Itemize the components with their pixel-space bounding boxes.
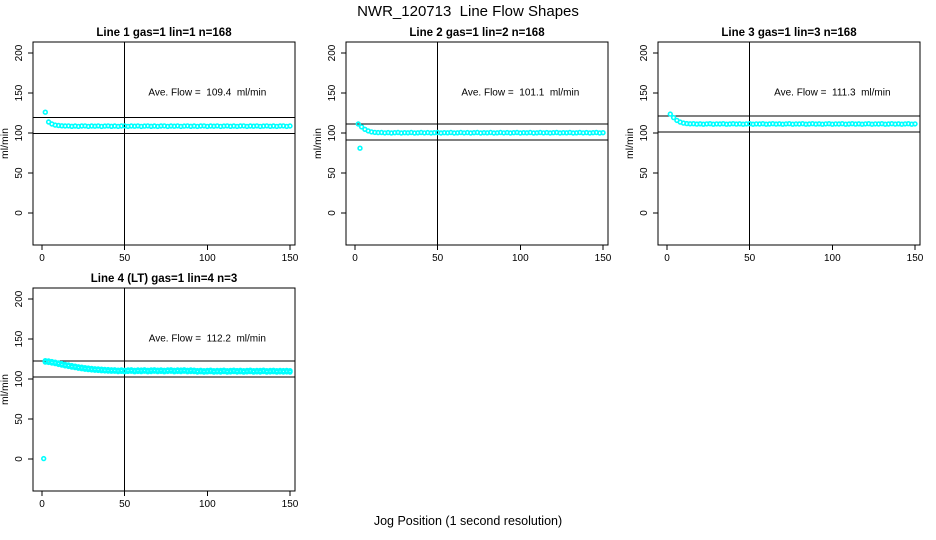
panel-1: Line 1 gas=1 lin=1 n=168 0 50 100 150 0 50 100 1… xyxy=(0,27,299,264)
plot-box xyxy=(345,41,609,246)
y-tick-label: 100 xyxy=(14,370,25,387)
x-tick-label: 50 xyxy=(119,253,131,264)
panel-title: Line 2 gas=1 lin=2 n=168 xyxy=(409,27,545,39)
x-tick-label: 50 xyxy=(119,499,131,510)
panel-3: Line 3 gas=1 lin=3 n=168 0 50 100 150 0 50 100 1… xyxy=(624,27,924,264)
x-tick-label: 0 xyxy=(352,253,358,264)
x-tick-label: 50 xyxy=(744,253,756,264)
data-points xyxy=(42,109,293,130)
y-axis-label: ml/min xyxy=(312,128,324,159)
x-tick-label: 100 xyxy=(199,253,216,264)
ave-flow-annotation: Ave. Flow = 112.2 ml/min xyxy=(149,333,266,344)
data-point xyxy=(358,124,365,130)
x-tick-label: 50 xyxy=(432,253,444,264)
data-points xyxy=(355,121,606,151)
data-point xyxy=(355,121,361,127)
ave-flow-annotation: Ave. Flow = 111.3 ml/min xyxy=(774,87,890,98)
x-tick-label: 150 xyxy=(282,499,299,510)
data-point xyxy=(287,368,293,374)
x-tick-label: 100 xyxy=(512,253,529,264)
y-tick-label: 150 xyxy=(639,84,650,101)
x-tick-label: 0 xyxy=(664,253,670,264)
panel-title: Line 3 gas=1 lin=3 n=168 xyxy=(721,27,857,39)
y-tick-label: 50 xyxy=(639,167,650,179)
x-tick-label: 100 xyxy=(199,499,216,510)
y-tick-label: 50 xyxy=(327,167,338,179)
data-point xyxy=(42,109,48,115)
y-tick-label: 150 xyxy=(14,84,25,101)
y-tick-label: 200 xyxy=(14,290,25,307)
plot-box xyxy=(32,287,296,492)
plot-box xyxy=(32,41,296,246)
data-points xyxy=(667,111,918,127)
y-axis-label: ml/min xyxy=(624,128,636,159)
x-tick-label: 0 xyxy=(39,253,45,264)
panel-title: Line 1 gas=1 lin=1 n=168 xyxy=(96,27,232,39)
main-title: NWR_120713 Line Flow Shapes xyxy=(357,3,579,20)
panel-2: Line 2 gas=1 lin=2 n=168 0 50 100 150 0 50 100 1… xyxy=(312,27,612,264)
y-tick-label: 100 xyxy=(639,124,650,141)
y-tick-label: 150 xyxy=(327,84,338,101)
y-tick-label: 0 xyxy=(327,210,338,216)
y-tick-label: 50 xyxy=(14,413,25,425)
y-axis-label: ml/min xyxy=(0,374,11,405)
x-tick-label: 150 xyxy=(282,253,299,264)
y-tick-label: 0 xyxy=(14,456,25,462)
plot-box xyxy=(657,41,921,246)
data-point xyxy=(600,130,606,136)
y-tick-label: 150 xyxy=(14,330,25,347)
x-tick-label: 100 xyxy=(824,253,841,264)
y-tick-label: 0 xyxy=(639,210,650,216)
x-axis-label: Jog Position (1 second resolution) xyxy=(373,514,563,528)
data-point xyxy=(670,114,677,121)
data-points xyxy=(40,358,293,462)
ave-flow-annotation: Ave. Flow = 109.4 ml/min xyxy=(148,87,266,98)
y-tick-label: 200 xyxy=(639,44,650,61)
outlier-point xyxy=(357,145,363,151)
data-point xyxy=(667,111,673,117)
x-tick-label: 150 xyxy=(595,253,612,264)
panel-4: Line 4 (LT) gas=1 lin=4 n=3 0 50 100 150 0 50 1… xyxy=(0,273,299,510)
data-point xyxy=(287,123,293,129)
y-tick-label: 100 xyxy=(327,124,338,141)
x-tick-label: 150 xyxy=(907,253,924,264)
panel-title: Line 4 (LT) gas=1 lin=4 n=3 xyxy=(91,273,237,285)
x-tick-label: 0 xyxy=(39,499,45,510)
outlier-point xyxy=(40,455,47,462)
y-tick-label: 100 xyxy=(14,124,25,141)
y-tick-label: 50 xyxy=(14,167,25,179)
y-axis-label: ml/min xyxy=(0,128,11,159)
y-tick-label: 200 xyxy=(14,44,25,61)
y-tick-label: 0 xyxy=(14,210,25,216)
data-point xyxy=(912,121,918,127)
ave-flow-annotation: Ave. Flow = 101.1 ml/min xyxy=(461,87,579,98)
y-tick-label: 200 xyxy=(327,44,338,61)
